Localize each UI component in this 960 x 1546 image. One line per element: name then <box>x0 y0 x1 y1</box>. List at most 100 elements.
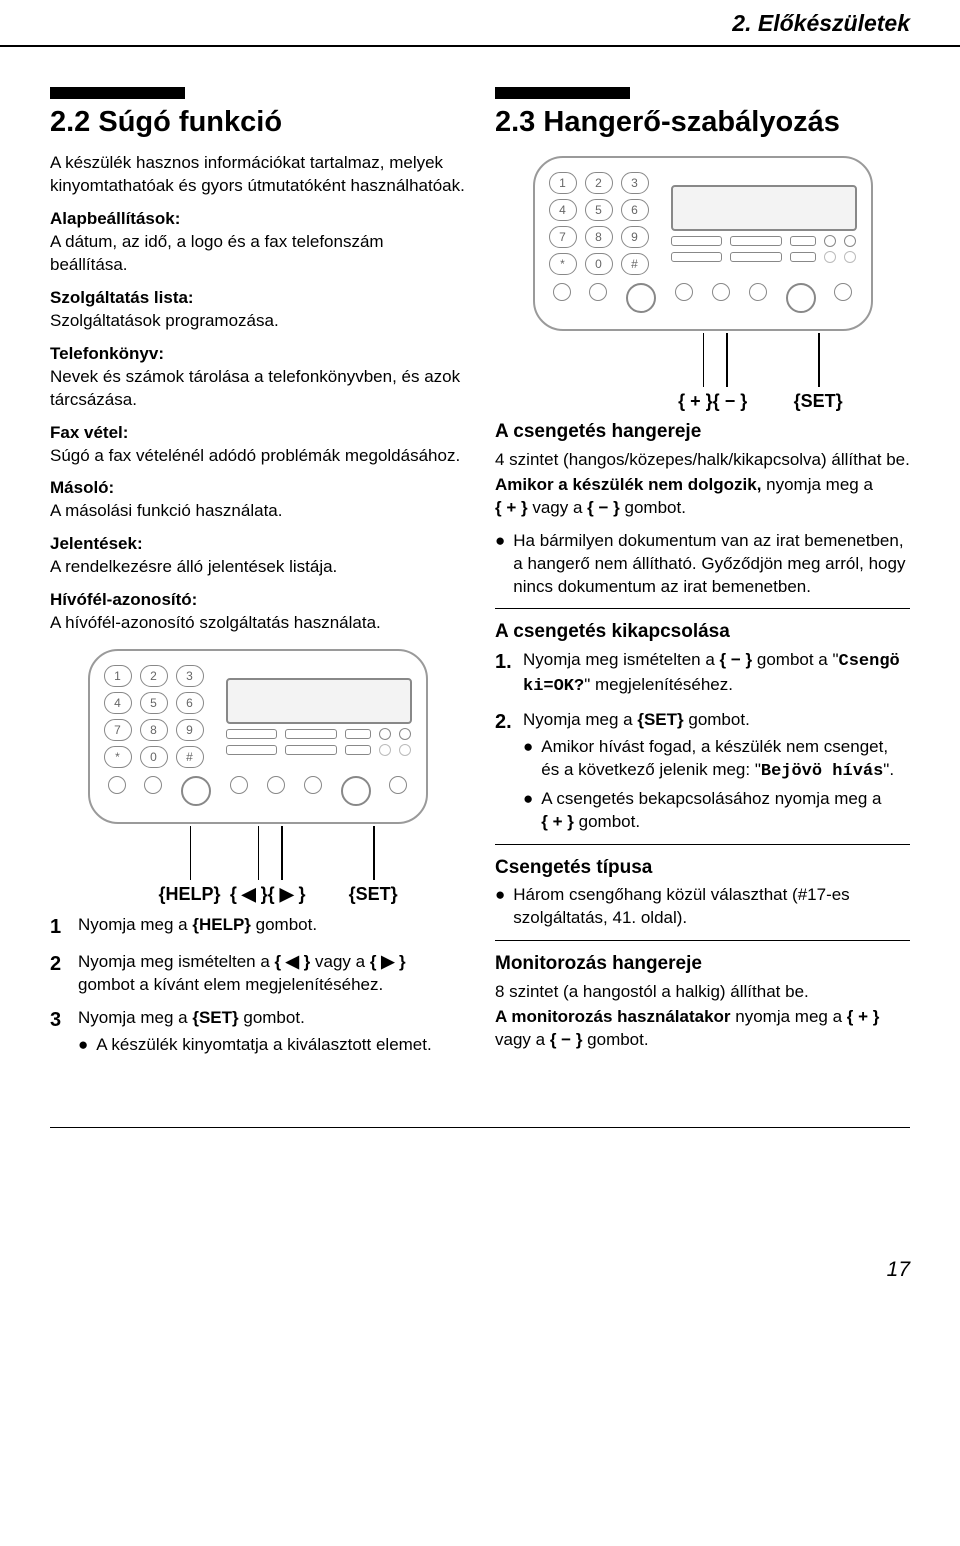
bullet-icon: ● <box>78 1034 88 1057</box>
keypad-key: 6 <box>176 692 204 714</box>
label-plus: + <box>690 391 701 411</box>
text: gombot. <box>582 1030 648 1049</box>
key-plus: + <box>553 812 563 831</box>
definition-label: Telefonkönyv: <box>50 343 465 366</box>
text: vagy a <box>495 1030 550 1049</box>
ringer-bullet: ●Ha bármilyen dokumentum van az irat bem… <box>495 530 910 599</box>
lcd-screen <box>226 678 412 724</box>
key-minus: − <box>731 650 741 669</box>
text: nyomja meg a <box>761 475 873 494</box>
definition-text: A dátum, az idő, a logo és a fax telefon… <box>50 231 465 277</box>
keypad-key: 0 <box>140 746 168 768</box>
ring-off-heading: A csengetés kikapcsolása <box>495 619 910 645</box>
monitor-line1: 8 szintet (a hangostól a halkig) állítha… <box>495 981 910 1004</box>
key-set: SET <box>199 1008 232 1027</box>
text: " megjelenítéséhez. <box>584 675 733 694</box>
definition-text: Nevek és számok tárolása a telefonkönyvb… <box>50 366 465 412</box>
keypad-key: 4 <box>104 692 132 714</box>
right-column: 2.3 Hangerő-szabályozás 123456789*0# <box>495 87 910 1067</box>
divider <box>495 844 910 845</box>
text: vagy a <box>528 498 588 517</box>
definition-label: Másoló: <box>50 477 465 500</box>
key-right: ▶ <box>381 952 394 971</box>
bullet-text: A csengetés bekapcsolásához nyomja meg a… <box>541 788 910 834</box>
keypad: 123456789*0# <box>104 665 214 768</box>
ring-off-step-1: 1. Nyomja meg ismételten a { − } gombot … <box>495 649 910 699</box>
step-1: 1 Nyomja meg a {HELP} gombot. <box>50 914 465 941</box>
keypad-key: 9 <box>621 226 649 248</box>
section-marker <box>50 87 185 99</box>
definition-label: Hívófél-azonosító: <box>50 589 465 612</box>
page-number: 17 <box>0 1136 960 1304</box>
ring-type-bullet: ●Három csengőhang közül választhat (#17-… <box>495 884 910 930</box>
chapter-title: 2. Előkészületek <box>732 10 910 36</box>
bullet-text: Három csengőhang közül választhat (#17-e… <box>513 884 910 930</box>
key-plus: + <box>858 1007 868 1026</box>
label-help: HELP <box>165 884 213 904</box>
keypad-key: 2 <box>140 665 168 687</box>
label-left-arrow: ◀ <box>242 884 256 904</box>
key-minus: − <box>561 1030 571 1049</box>
text: Nyomja meg ismételten a <box>523 650 720 669</box>
key-set: SET <box>644 710 677 729</box>
divider <box>495 940 910 941</box>
step-text: Nyomja meg ismételten a <box>78 952 275 971</box>
key-minus: − <box>599 498 609 517</box>
step-2: 2 Nyomja meg ismételten a { ◀ } vagy a {… <box>50 951 465 997</box>
definition-text: Súgó a fax vételénél adódó problémák meg… <box>50 445 465 468</box>
step-number: 2 <box>50 951 68 997</box>
bullet-icon: ● <box>523 788 533 834</box>
label-set: SET <box>801 391 836 411</box>
definition-label: Jelentések: <box>50 533 465 556</box>
definition-label: Fax vétel: <box>50 422 465 445</box>
keypad-key: # <box>621 253 649 275</box>
section-marker <box>495 87 630 99</box>
ring-type-heading: Csengetés típusa <box>495 855 910 881</box>
ring-off-steps: 1. Nyomja meg ismételten a { − } gombot … <box>495 649 910 834</box>
keypad: 123456789*0# <box>549 172 659 275</box>
keypad-key: 8 <box>585 226 613 248</box>
keypad-key: 4 <box>549 199 577 221</box>
step-text: gombot. <box>239 1008 305 1027</box>
device-diagram-volume: 123456789*0# <box>533 156 873 409</box>
ring-off-step-2: 2. Nyomja meg a {SET} gombot. ●Amikor hí… <box>495 709 910 834</box>
definition-label: Alapbeállítások: <box>50 208 465 231</box>
definition-text: A rendelkezésre álló jelentések listája. <box>50 556 465 579</box>
step-number: 3 <box>50 1007 68 1057</box>
bullet-text: Ha bármilyen dokumentum van az irat beme… <box>513 530 910 599</box>
ringer-line1: 4 szintet (hangos/közepes/halk/kikapcsol… <box>495 449 910 472</box>
keypad-key: * <box>549 253 577 275</box>
section-22-title: 2.2 Súgó funkció <box>50 103 465 142</box>
step-text: gombot. <box>251 915 317 934</box>
monitor-heading: Monitorozás hangereje <box>495 951 910 977</box>
left-column: 2.2 Súgó funkció A készülék hasznos info… <box>50 87 465 1067</box>
help-steps: 1 Nyomja meg a {HELP} gombot. 2 Nyomja m… <box>50 914 465 1057</box>
page-number-value: 17 <box>887 1258 910 1281</box>
device-panel: 123456789*0# <box>88 649 428 824</box>
definition-text: A hívófél-azonosító szolgáltatás használ… <box>50 612 465 635</box>
section-23-title: 2.3 Hangerő-szabályozás <box>495 103 910 142</box>
definition-list: Alapbeállítások:A dátum, az idő, a logo … <box>50 208 465 635</box>
step-text: gombot a kívánt elem megjelenítéséhez. <box>78 975 383 994</box>
bottom-button-row <box>549 283 857 313</box>
keypad-key: 5 <box>140 692 168 714</box>
step-text: Nyomja meg a <box>78 915 192 934</box>
footer-rule <box>50 1127 910 1128</box>
ringer-line2: Amikor a készülék nem dolgozik, nyomja m… <box>495 474 910 520</box>
keypad-key: 9 <box>176 719 204 741</box>
device-diagram-help: 123456789*0# <box>88 649 428 902</box>
keypad-key: 7 <box>104 719 132 741</box>
definition-text: A másolási funkció használata. <box>50 500 465 523</box>
key-left: ◀ <box>286 952 299 971</box>
keypad-key: 6 <box>621 199 649 221</box>
keypad-key: 3 <box>176 665 204 687</box>
label-set: SET <box>356 884 391 904</box>
device-panel: 123456789*0# <box>533 156 873 331</box>
section-22-intro: A készülék hasznos információkat tartalm… <box>50 152 465 198</box>
step-number: 1. <box>495 649 513 699</box>
step-text: Nyomja meg a <box>78 1008 192 1027</box>
step-3: 3 Nyomja meg a {SET} gombot. ●A készülék… <box>50 1007 465 1057</box>
label-right-arrow: ▶ <box>280 884 294 904</box>
bullet-text: A készülék kinyomtatja a kiválasztott el… <box>96 1034 431 1057</box>
keypad-key: * <box>104 746 132 768</box>
